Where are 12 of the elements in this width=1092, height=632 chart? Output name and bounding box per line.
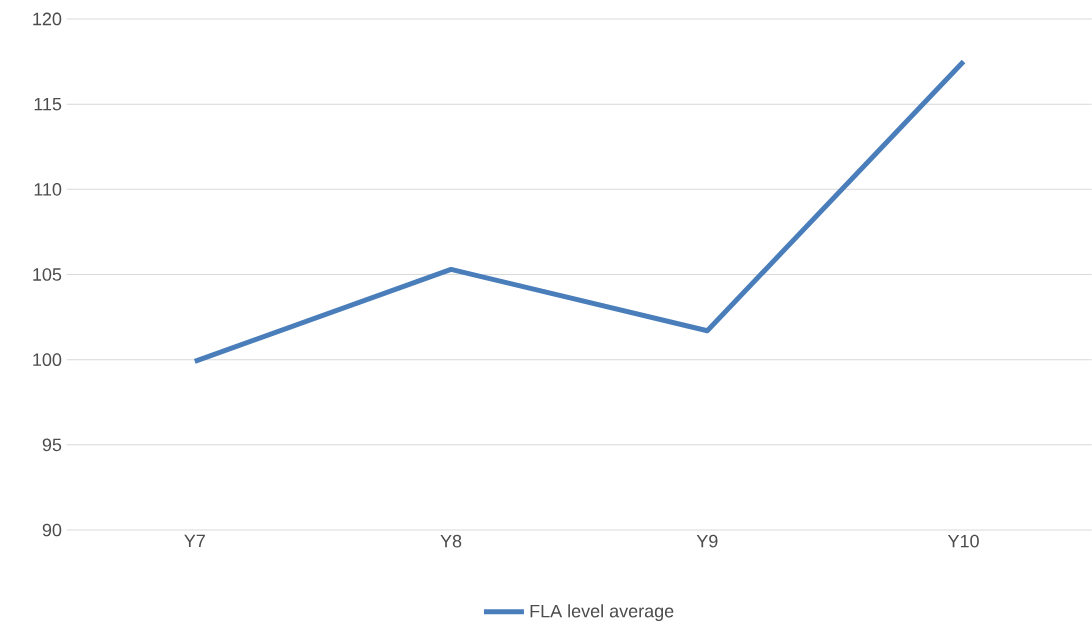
y-tick-label: 90: [42, 523, 62, 537]
y-tick-label: 100: [33, 353, 62, 367]
x-tick-label: Y9: [696, 534, 718, 548]
y-tick-label: 110: [34, 182, 62, 196]
y-tick-label: 120: [33, 12, 62, 26]
legend-label: FLA level average: [530, 604, 674, 622]
x-tick-label: Y8: [440, 534, 462, 548]
x-tick-label: Y10: [947, 534, 979, 548]
x-tick-label: Y7: [184, 534, 205, 548]
y-tick-label: 95: [42, 438, 62, 452]
y-tick-label: 115: [34, 97, 62, 111]
y-tick-label: 105: [33, 268, 62, 281]
